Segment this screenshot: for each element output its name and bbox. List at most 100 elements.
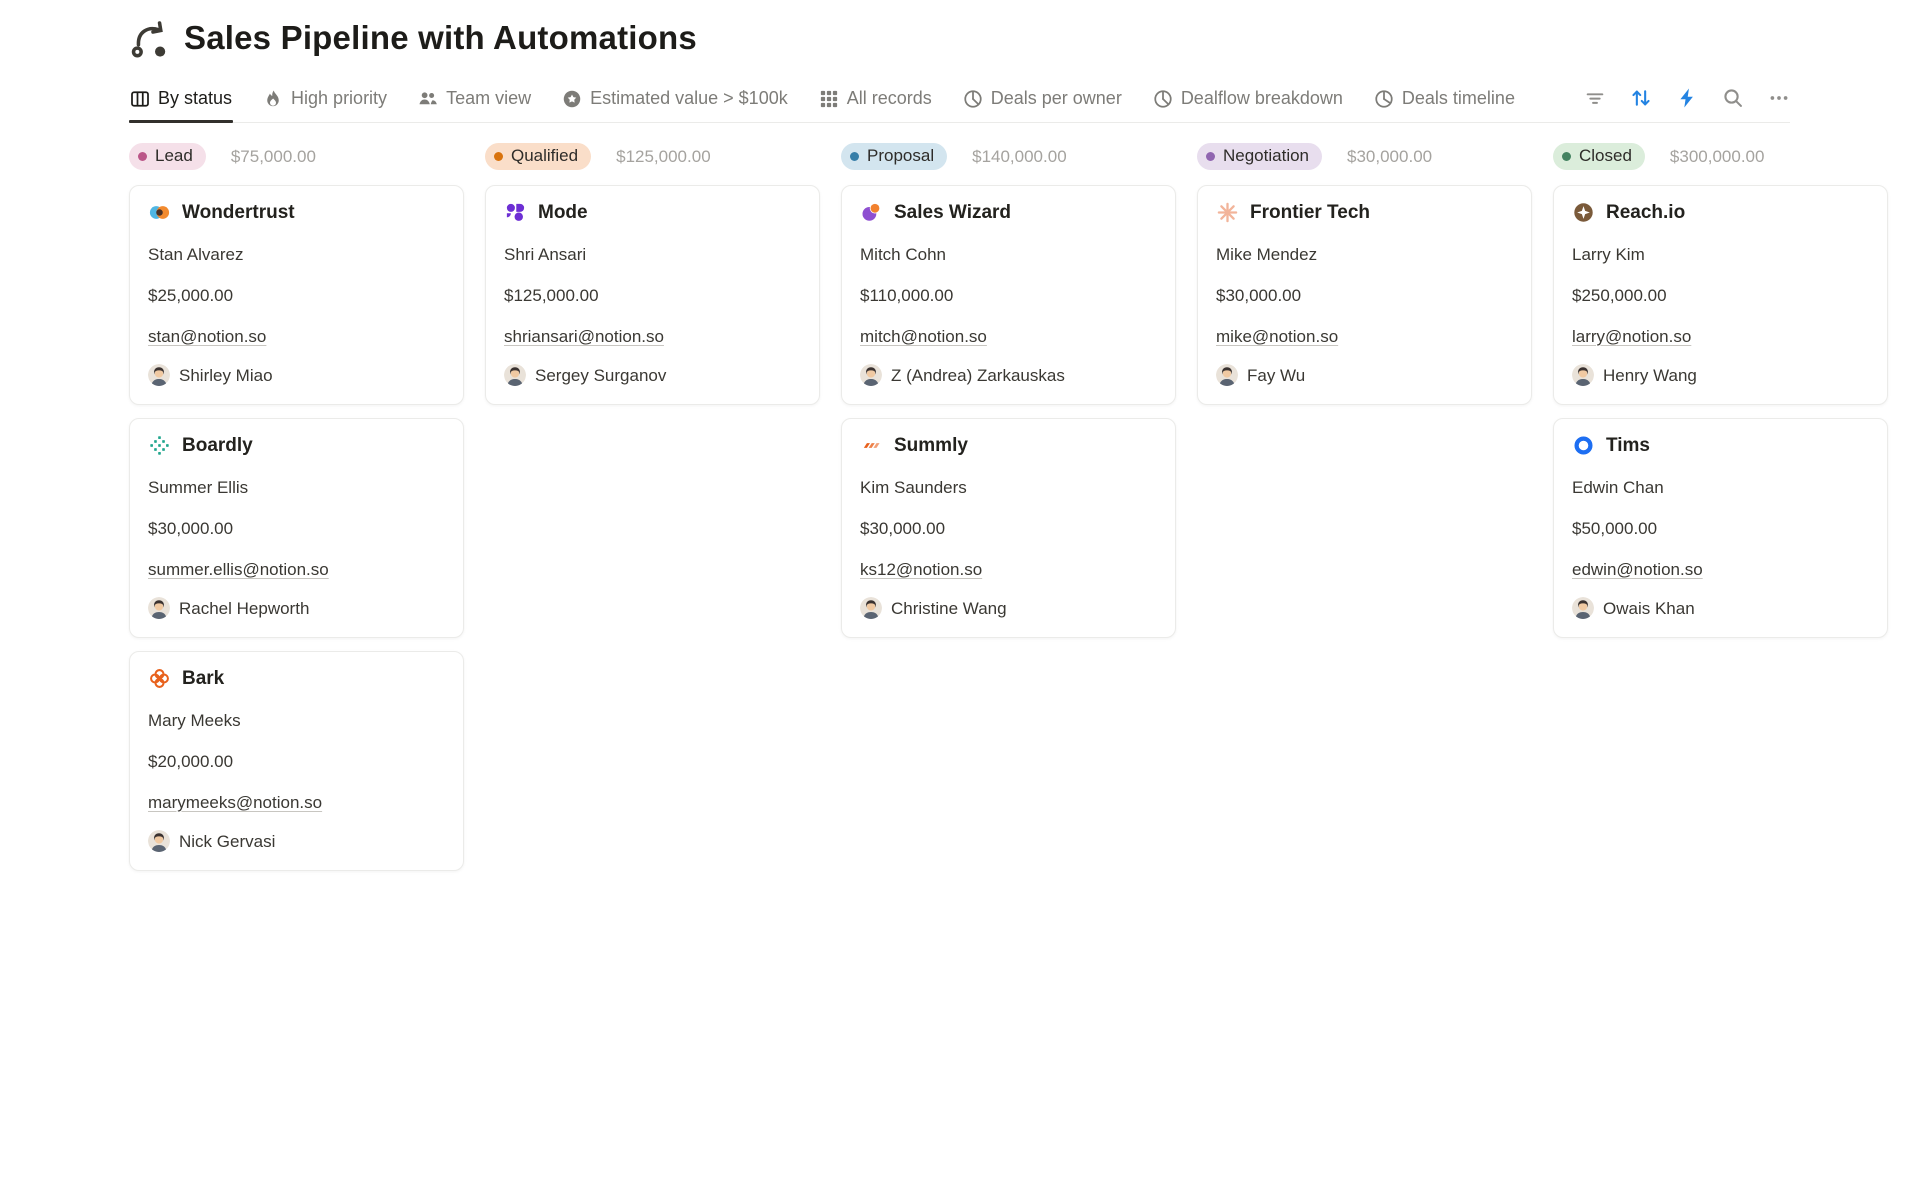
card-header: Frontier Tech (1216, 201, 1513, 224)
tab-team-view[interactable]: Team view (417, 78, 532, 122)
board-column-closed: Closed $300,000.00 Reach.io Larry Kim $250,0… (1553, 141, 1888, 651)
automation-arrow-icon (129, 18, 169, 58)
boardly-logo (148, 434, 171, 457)
card-header: Sales Wizard (860, 201, 1157, 224)
contact-name: Edwin Chan (1572, 478, 1664, 497)
card-header: Wondertrust (148, 201, 445, 224)
tab-by-status[interactable]: By status (129, 78, 234, 123)
company-name: Sales Wizard (894, 201, 1012, 223)
board-column-proposal: Proposal $140,000.00 Sales Wizard Mitch Coh… (841, 141, 1176, 651)
tab-label: Estimated value > $100k (590, 88, 788, 108)
owner-row: Owais Khan (1572, 597, 1869, 619)
tab-label: Deals per owner (990, 88, 1122, 108)
card-header: Reach.io (1572, 201, 1869, 224)
contact-name: Larry Kim (1572, 245, 1645, 264)
person-avatar (148, 597, 170, 619)
owner-name: Christine Wang (891, 598, 1007, 618)
status-label: Proposal (867, 146, 935, 165)
deal-card[interactable]: Sales Wizard Mitch Cohn $110,000.00 mitch@n… (841, 185, 1176, 405)
deal-card[interactable]: Bark Mary Meeks $20,000.00 marymeeks@notion… (129, 651, 464, 871)
deal-card[interactable]: Mode Shri Ansari $125,000.00 shriansari@not… (485, 185, 820, 405)
tab-dealflow-breakdown[interactable]: Dealflow breakdown (1152, 78, 1344, 122)
email-row: summer.ellis@notion.so (148, 559, 445, 580)
company-name: Wondertrust (182, 201, 295, 223)
deal-value: $20,000.00 (148, 752, 234, 771)
deal-card[interactable]: Boardly Summer Ellis $30,000.00 summer.elli… (129, 418, 464, 638)
column-total: $300,000.00 (1669, 146, 1765, 166)
email-link[interactable]: shriansari@notion.so (504, 327, 664, 346)
contact-name: Mike Mendez (1216, 245, 1318, 264)
tab-all-records[interactable]: All records (818, 78, 933, 122)
company-name: Boardly (182, 434, 253, 456)
email-row: edwin@notion.so (1572, 559, 1869, 580)
owner-name: Fay Wu (1247, 365, 1306, 385)
company-name: Frontier Tech (1250, 201, 1370, 223)
sort-button[interactable] (1630, 87, 1652, 109)
owner-name: Sergey Surganov (535, 365, 667, 385)
email-link[interactable]: larry@notion.so (1572, 327, 1692, 346)
deal-value: $125,000.00 (504, 286, 599, 305)
board-column-negotiation: Negotiation $30,000.00 Frontier Tech Mike M… (1197, 141, 1532, 418)
card-header: Boardly (148, 434, 445, 457)
owner-row: Christine Wang (860, 597, 1157, 619)
email-link[interactable]: summer.ellis@notion.so (148, 560, 329, 579)
email-row: mitch@notion.so (860, 326, 1157, 347)
email-link[interactable]: marymeeks@notion.so (148, 793, 323, 812)
email-row: shriansari@notion.so (504, 326, 801, 347)
contact-name: Kim Saunders (860, 478, 967, 497)
status-pill[interactable]: Qualified (485, 143, 592, 170)
status-dot-icon (494, 151, 503, 161)
deal-card[interactable]: Wondertrust Stan Alvarez $25,000.00 stan@no… (129, 185, 464, 405)
column-header: Qualified $125,000.00 (485, 141, 820, 172)
person-avatar (1572, 364, 1594, 386)
tab-label: Deals timeline (1401, 88, 1515, 108)
column-header: Lead $75,000.00 (129, 141, 464, 172)
deal-value: $110,000.00 (860, 286, 954, 305)
status-pill[interactable]: Lead (129, 143, 206, 170)
email-row: ks12@notion.so (860, 559, 1157, 580)
pie-icon (963, 89, 983, 109)
deal-card[interactable]: Summly Kim Saunders $30,000.00 ks12@notion.… (841, 418, 1176, 638)
status-label: Qualified (511, 146, 579, 165)
column-total: $30,000.00 (1347, 146, 1433, 166)
owner-row: Nick Gervasi (148, 830, 445, 852)
email-link[interactable]: edwin@notion.so (1572, 560, 1703, 579)
clock-icon (1374, 89, 1394, 109)
tab-high-priority[interactable]: High priority (262, 78, 388, 122)
status-pill[interactable]: Negotiation (1197, 143, 1323, 170)
more-button[interactable] (1768, 87, 1790, 109)
tab-deals-timeline[interactable]: Deals timeline (1373, 78, 1516, 122)
status-pill[interactable]: Closed (1553, 143, 1645, 170)
status-pill[interactable]: Proposal (841, 143, 948, 170)
deal-card[interactable]: Frontier Tech Mike Mendez $30,000.00 mike@n… (1197, 185, 1532, 405)
contact-name: Mary Meeks (148, 711, 241, 730)
email-link[interactable]: mike@notion.so (1216, 327, 1339, 346)
automations-button[interactable] (1676, 87, 1698, 109)
tab-label: High priority (291, 88, 388, 108)
deal-card[interactable]: Reach.io Larry Kim $250,000.00 larry@notion… (1553, 185, 1888, 405)
email-row: stan@notion.so (148, 326, 445, 347)
owner-name: Owais Khan (1603, 598, 1695, 618)
tab-estimated-value-100k[interactable]: Estimated value > $100k (561, 78, 789, 122)
contact-name: Stan Alvarez (148, 245, 244, 264)
tab-deals-per-owner[interactable]: Deals per owner (962, 78, 1123, 122)
filter-button[interactable] (1584, 87, 1606, 109)
board-column-qualified: Qualified $125,000.00 Mode Shri Ansari $125,… (485, 141, 820, 418)
status-label: Closed (1579, 146, 1632, 165)
column-header: Closed $300,000.00 (1553, 141, 1888, 172)
deal-value: $50,000.00 (1572, 519, 1658, 538)
contact-name: Shri Ansari (504, 245, 587, 264)
email-link[interactable]: mitch@notion.so (860, 327, 987, 346)
status-label: Negotiation (1223, 146, 1310, 165)
email-link[interactable]: stan@notion.so (148, 327, 267, 346)
deal-value: $30,000.00 (1216, 286, 1302, 305)
grid-icon (819, 89, 839, 109)
email-link[interactable]: ks12@notion.so (860, 560, 983, 579)
search-button[interactable] (1722, 87, 1744, 109)
status-dot-icon (1206, 151, 1215, 161)
deal-card[interactable]: Tims Edwin Chan $50,000.00 edwin@notion.so O… (1553, 418, 1888, 638)
card-header: Tims (1572, 434, 1869, 457)
summly-logo (860, 434, 883, 457)
company-name: Summly (894, 434, 968, 456)
column-total: $75,000.00 (230, 146, 316, 166)
